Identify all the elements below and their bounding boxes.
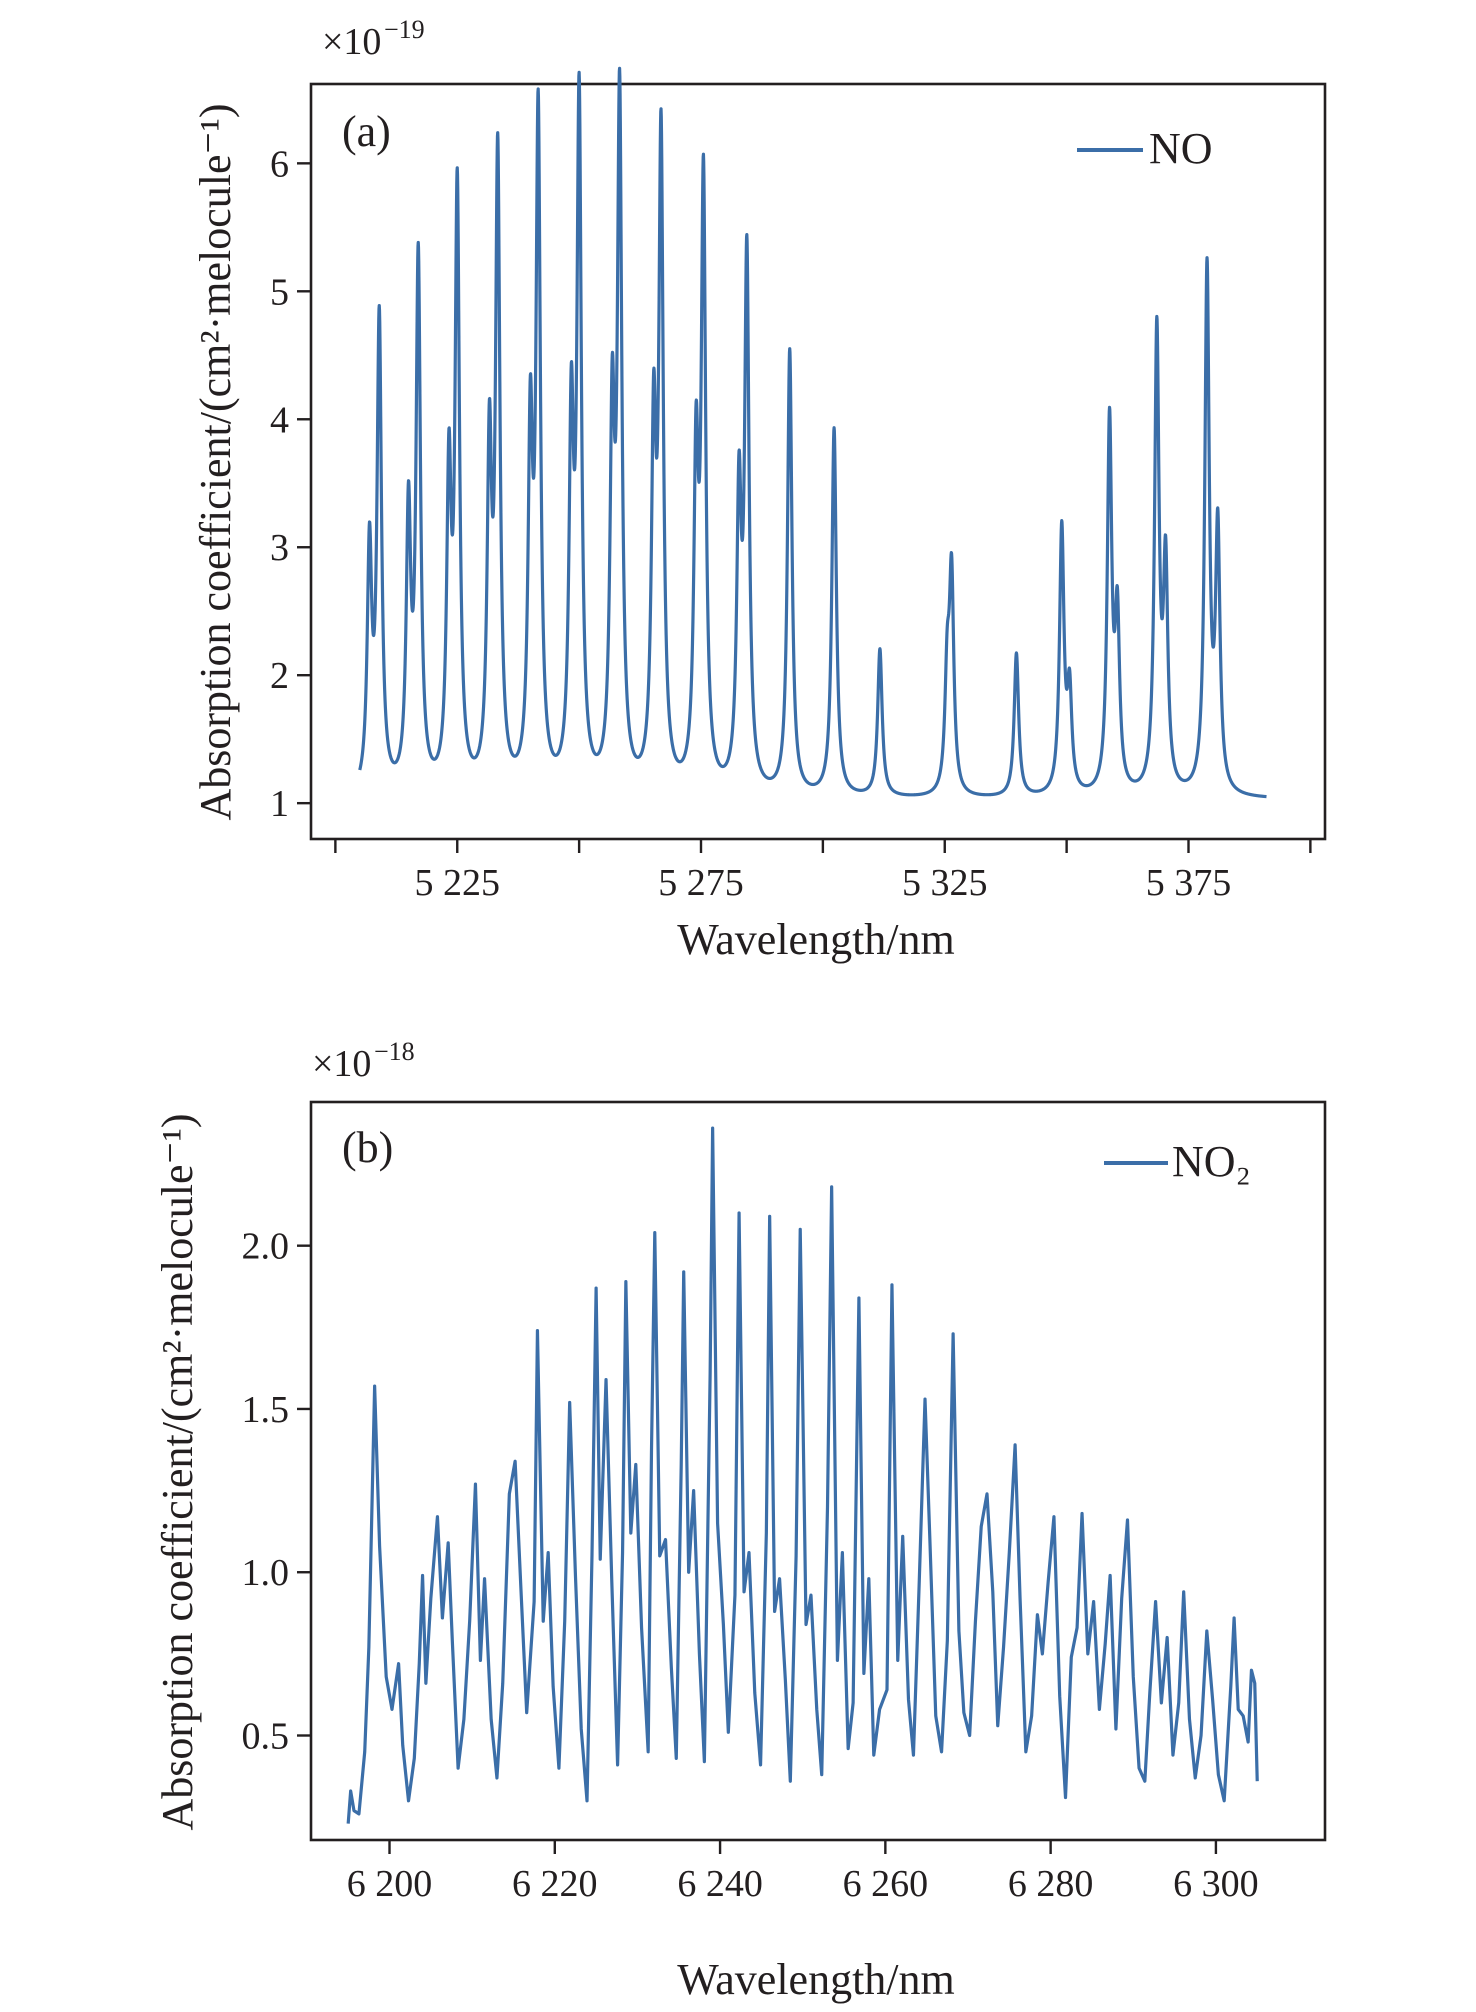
y-tick-label-b: 1.5 — [242, 1389, 290, 1431]
legend-label-no: NO — [1149, 124, 1213, 173]
y-tick-label-a: 2 — [270, 655, 289, 697]
y-axis-title-a: Absorption coefficient/(cm²·melocule⁻¹) — [191, 103, 240, 820]
scale-exponent-a: −19 — [384, 15, 425, 44]
y-axis-title-b: Absorption coefficient/(cm²·melocule⁻¹) — [153, 1113, 202, 1830]
x-tick-label-a: 5 275 — [658, 862, 744, 904]
y-tick-label-b: 0.5 — [242, 1716, 290, 1758]
panel-label-a: (a) — [342, 107, 391, 156]
x-tick-label-b: 6 300 — [1173, 1863, 1259, 1905]
scale-factor-a: ×10 −19 — [322, 15, 425, 63]
plot-frame-b — [309, 1100, 1327, 1842]
series-line-no2 — [346, 1126, 1259, 1824]
plot-frame-a — [309, 82, 1327, 841]
y-tick-label-b: 1.0 — [242, 1552, 290, 1594]
scale-factor-text-a: ×10 — [322, 21, 381, 63]
x-axis-title-a: Wavelength/nm — [677, 915, 955, 964]
axis-ticks-a: 5 225 5 275 5 325 5 375 1 2 3 4 5 6 — [270, 143, 1312, 904]
y-tick-label-b: 2.0 — [242, 1226, 290, 1268]
x-tick-label-a: 5 225 — [415, 862, 501, 904]
panel-label-b: (b) — [342, 1123, 393, 1172]
scale-factor-b: ×10 −18 — [312, 1037, 415, 1085]
x-tick-label-b: 6 260 — [843, 1863, 929, 1905]
x-tick-label-b: 6 220 — [512, 1863, 598, 1905]
y-tick-label-a: 1 — [270, 783, 289, 825]
panel-a: ×10 −19 (a) NO 5 225 5 275 5 325 5 37512345… — [191, 15, 1327, 964]
scale-exponent-b: −18 — [374, 1037, 415, 1066]
panel-b: ×10 −18 (b) NO₂ 6 200 6 220 6 240 6 260 6 28… — [153, 1037, 1327, 2004]
y-tick-label-a: 3 — [270, 527, 289, 569]
x-tick-label-b: 6 240 — [677, 1863, 763, 1905]
scale-factor-text-b: ×10 — [312, 1043, 371, 1085]
y-tick-label-a: 4 — [270, 399, 289, 441]
x-tick-label-b: 6 280 — [1008, 1863, 1094, 1905]
x-tick-label-b: 6 200 — [347, 1863, 433, 1905]
legend-b: NO₂ — [1104, 1137, 1251, 1186]
x-axis-title-b: Wavelength/nm — [677, 1955, 955, 2004]
x-tick-label-a: 5 325 — [902, 862, 988, 904]
axis-ticks-b: 6 200 6 220 6 240 6 260 6 280 6 300 0.5 1.0 1.5 2… — [242, 1226, 1259, 1905]
y-tick-label-a: 5 — [270, 271, 289, 313]
legend-label-no2: NO₂ — [1172, 1137, 1251, 1186]
y-tick-label-a: 6 — [270, 143, 289, 185]
x-tick-label-a: 5 375 — [1146, 862, 1232, 904]
legend-a: NO — [1077, 124, 1213, 173]
series-line-no — [358, 66, 1268, 799]
